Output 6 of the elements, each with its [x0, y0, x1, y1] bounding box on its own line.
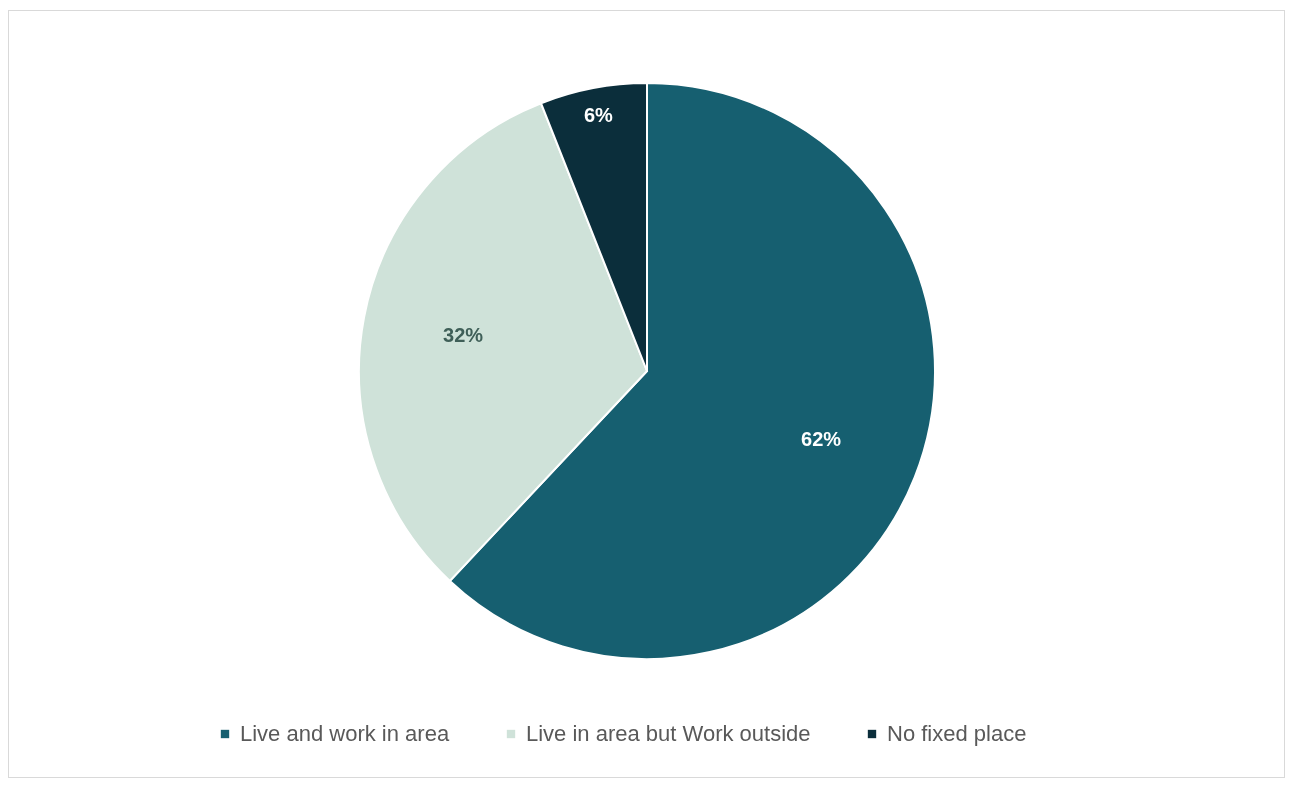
legend-label: Live and work in area: [240, 721, 450, 746]
legend-label: No fixed place: [887, 721, 1027, 746]
legend-label: Live in area but Work outside: [526, 721, 811, 746]
data-label: 6%: [583, 104, 614, 127]
data-label: 62%: [801, 427, 842, 450]
data-label: 32%: [443, 323, 484, 346]
